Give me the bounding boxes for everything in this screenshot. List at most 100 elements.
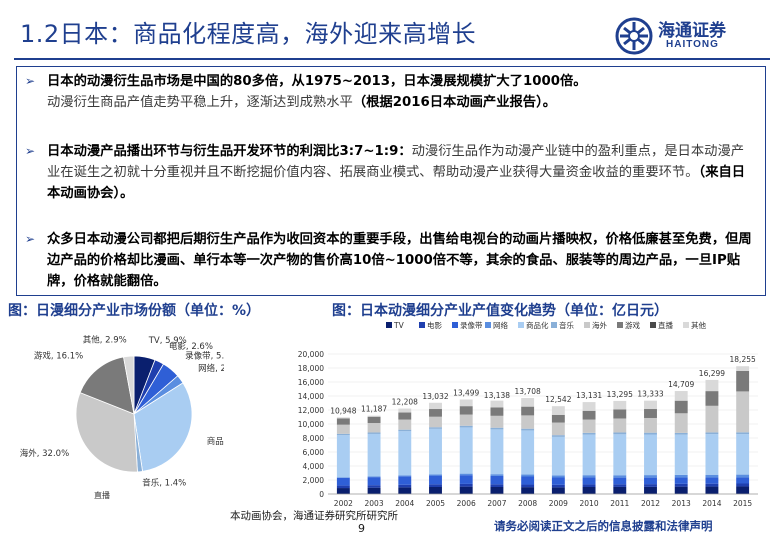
- x-tick-label: 2009: [549, 499, 568, 508]
- bar-segment-商品化-2015: [736, 434, 750, 475]
- legend-label-4: 商品化: [526, 320, 549, 330]
- bar-segment-网络-2014: [705, 474, 719, 478]
- legend-label-1: 电影: [427, 320, 442, 330]
- bar-segment-网络-2009: [551, 475, 565, 478]
- bar-segment-网络-2003: [367, 476, 381, 478]
- bar-segment-商品化-2014: [705, 434, 719, 475]
- bar-segment-商品化-2009: [551, 436, 565, 476]
- bar-segment-录像带-2010: [582, 477, 596, 485]
- legend-label-6: 海外: [592, 320, 607, 330]
- bar-segment-网络-2005: [429, 474, 442, 476]
- pie-label-5: 音乐, 1.4%: [142, 478, 186, 489]
- bar-segment-游戏-2009: [551, 414, 565, 423]
- bar-segment-海外-2007: [490, 415, 504, 428]
- x-tick-label: 2014: [702, 499, 721, 508]
- legend-label-7: 游戏: [625, 320, 640, 330]
- bar-segment-录像带-2012: [644, 477, 657, 485]
- bar-segment-其他-2005: [429, 402, 442, 410]
- bar-segment-海外-2011: [613, 418, 627, 433]
- legend-swatch-6: [584, 322, 590, 328]
- bar-segment-TV-2015: [736, 486, 750, 494]
- legend-swatch-8: [650, 322, 656, 328]
- y-tick-label: 16,000: [298, 378, 324, 387]
- haitong-logo-icon: [615, 17, 653, 55]
- bar-segment-TV-2002: [336, 488, 350, 494]
- legend-label-0: TV: [393, 321, 405, 330]
- bar-segment-TV-2003: [367, 487, 381, 494]
- bar-total-label: 11,187: [361, 405, 387, 414]
- bullet-3: ➢ 众多日本动漫公司都把后期衍生产品作为收回资本的重要手段，出售给电视台的动画片…: [25, 229, 757, 292]
- bar-segment-电影-2006: [459, 483, 473, 487]
- bar-segment-商品化-2006: [459, 427, 473, 474]
- title-divider: [14, 58, 770, 60]
- bar-segment-录像带-2005: [429, 475, 442, 485]
- bar-segment-网络-2015: [736, 474, 750, 478]
- bar-segment-海外-2006: [459, 414, 473, 426]
- x-tick-label: 2007: [487, 499, 506, 508]
- bar-segment-录像带-2008: [521, 476, 535, 485]
- bar-segment-音乐-2012: [644, 432, 657, 435]
- bar-total-label: 12,542: [545, 395, 571, 404]
- y-tick-label: 14,000: [298, 392, 324, 401]
- bar-segment-游戏-2003: [367, 416, 381, 424]
- bar-segment-TV-2014: [705, 486, 719, 494]
- bullet-2: ➢ 日本动漫产品播出环节与衍生品开发环节的利润比3:7~1:9：动漫衍生品作为动…: [25, 141, 757, 204]
- bar-segment-网络-2006: [459, 473, 473, 476]
- bar-segment-游戏-2007: [490, 407, 504, 416]
- pie-label-1: 电影, 2.6%: [169, 341, 213, 352]
- bar-segment-其他-2011: [613, 400, 627, 410]
- bar-segment-音乐-2004: [398, 429, 412, 432]
- pie-label-0: TV, 5.9%: [148, 336, 187, 346]
- y-tick-label: 12,000: [298, 406, 324, 415]
- bar-segment-商品化-2008: [521, 430, 535, 475]
- bar-total-label: 13,499: [453, 389, 479, 398]
- bar-segment-游戏-2005: [429, 409, 442, 417]
- bar-segment-音乐-2006: [459, 425, 473, 428]
- bar-total-label: 13,333: [637, 390, 663, 399]
- x-tick-label: 2006: [457, 499, 476, 508]
- bar-segment-海外-2005: [429, 416, 442, 428]
- legend-swatch-5: [551, 322, 557, 328]
- bar-segment-商品化-2010: [582, 434, 596, 476]
- bar-segment-音乐-2008: [521, 428, 535, 431]
- bar-segment-网络-2007: [490, 474, 504, 476]
- bar-segment-商品化-2004: [398, 431, 412, 476]
- bullet-2-bold: 日本动漫产品播出环节与衍生品开发环节的利润比3:7~1:9：: [47, 144, 412, 159]
- bar-segment-游戏-2013: [674, 400, 688, 414]
- bullet-1-bold: 日本的动漫衍生品市场是中国的80多倍，从1975~2013，日本漫展规模扩大了1…: [47, 74, 587, 89]
- bar-segment-商品化-2013: [674, 434, 688, 475]
- legend-label-2: 录像带: [460, 320, 483, 330]
- bar-segment-海外-2010: [582, 419, 596, 433]
- bar-segment-商品化-2007: [490, 429, 504, 475]
- y-tick-label: 4,000: [303, 462, 325, 471]
- bar-segment-其他-2003: [367, 415, 381, 417]
- x-tick-label: 2003: [365, 499, 384, 508]
- summary-box: ➢ 日本的动漫衍生品市场是中国的80多倍，从1975~2013，日本漫展规模扩大…: [16, 66, 766, 296]
- x-tick-label: 2008: [518, 499, 537, 508]
- x-tick-label: 2013: [672, 499, 691, 508]
- bar-segment-电影-2015: [736, 483, 750, 487]
- pie-label-6: 海外, 32.0%: [20, 448, 69, 459]
- bar-total-label: 10,948: [330, 406, 356, 415]
- bar-segment-录像带-2011: [613, 477, 627, 485]
- bar-segment-其他-2007: [490, 400, 504, 408]
- bar-segment-其他-2008: [521, 398, 535, 407]
- x-tick-label: 2005: [426, 499, 445, 508]
- bar-segment-商品化-2012: [644, 434, 657, 476]
- bar-segment-游戏-2015: [736, 370, 750, 392]
- bar-segment-录像带-2004: [398, 476, 412, 485]
- bar-segment-录像带-2006: [459, 475, 473, 484]
- bar-segment-网络-2002: [336, 477, 350, 478]
- bar-segment-其他-2014: [705, 379, 719, 392]
- legend-swatch-1: [419, 322, 425, 328]
- bar-segment-游戏-2002: [336, 418, 350, 425]
- bar-segment-海外-2009: [551, 422, 565, 436]
- bar-segment-音乐-2011: [613, 432, 627, 435]
- bar-segment-海外-2003: [367, 423, 381, 433]
- bar-segment-海外-2004: [398, 419, 412, 430]
- bar-segment-其他-2012: [644, 400, 657, 410]
- bar-segment-游戏-2010: [582, 410, 596, 420]
- bar-segment-其他-2006: [459, 399, 473, 407]
- page-title: 1.2日本：商品化程度高，海外迎来高增长: [20, 20, 477, 48]
- bar-segment-网络-2010: [582, 475, 596, 478]
